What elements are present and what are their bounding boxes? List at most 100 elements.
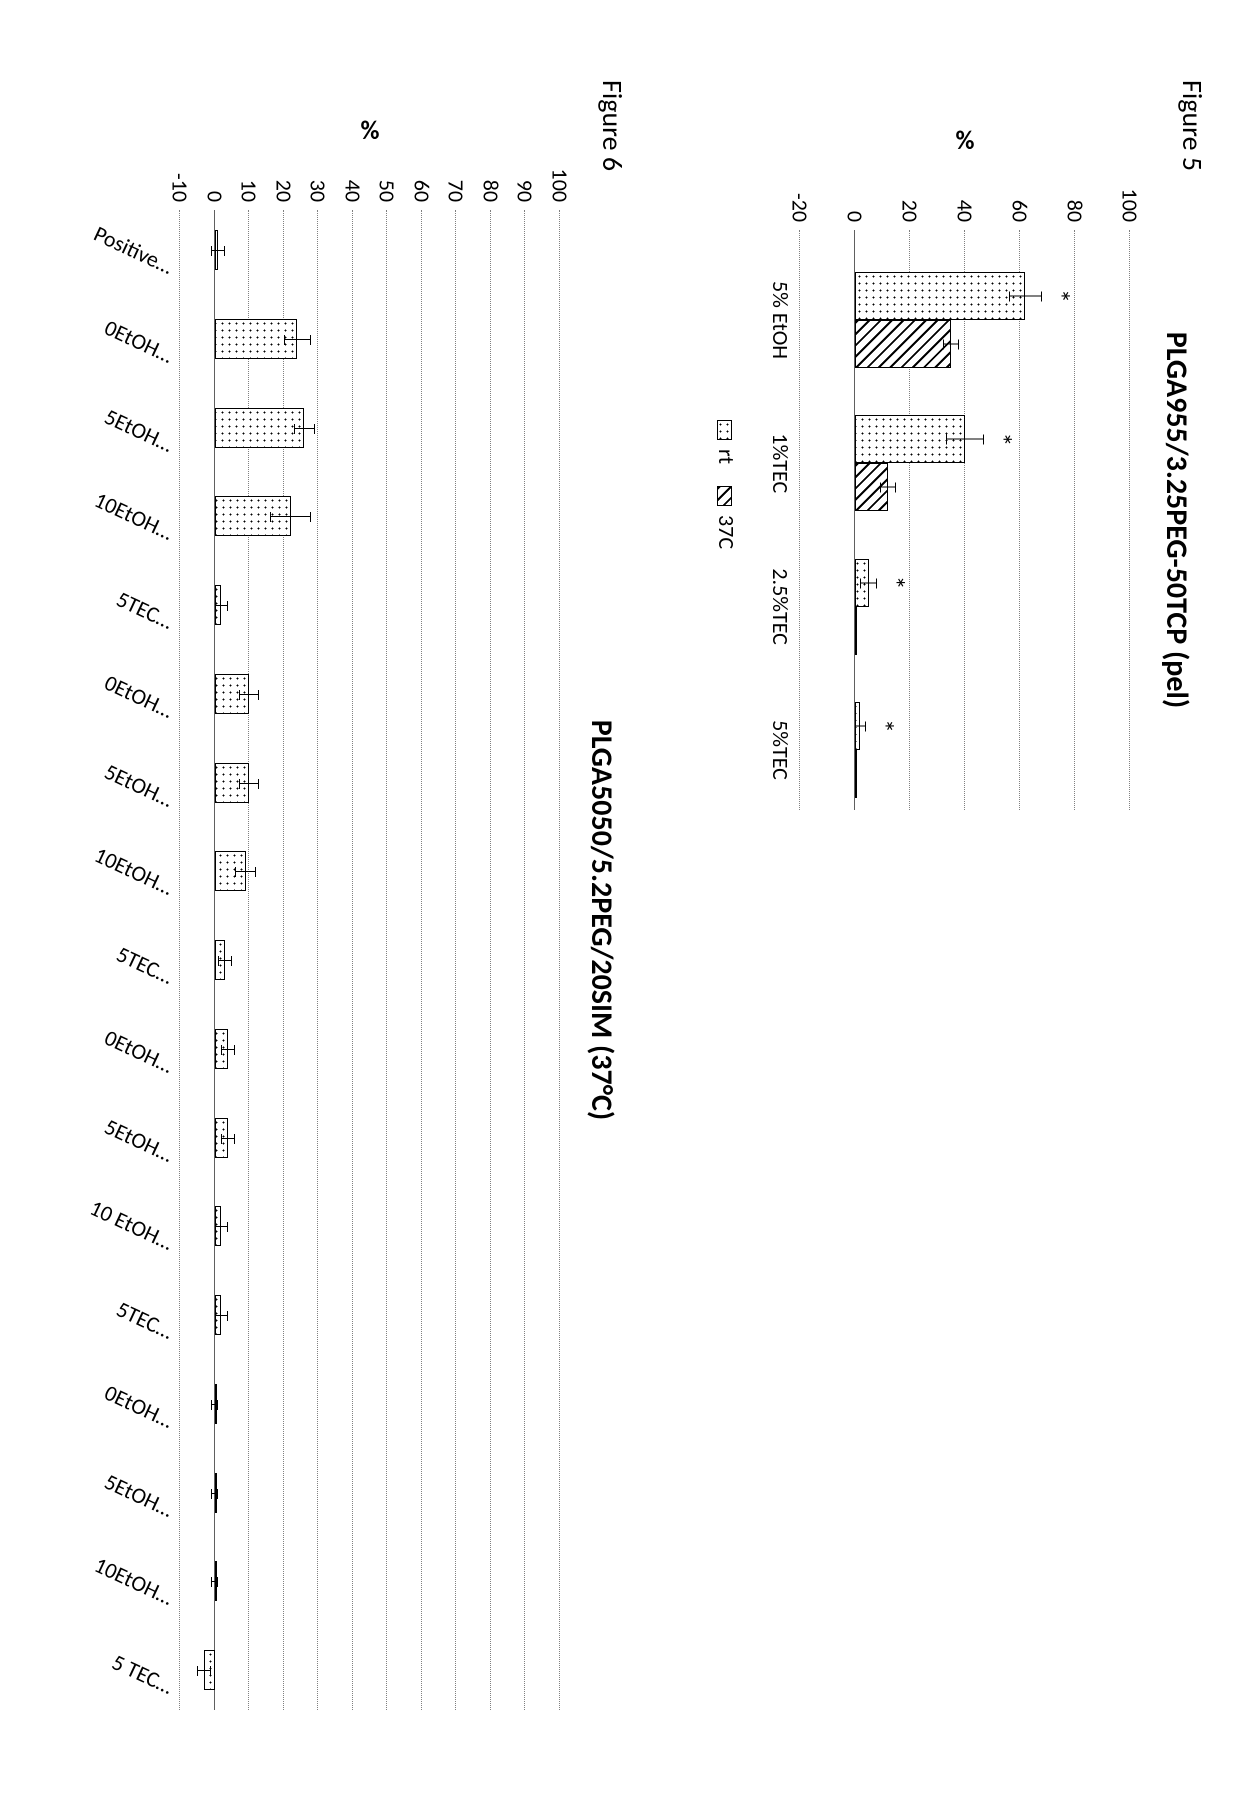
figure-6-category-label: 0EtOH… xyxy=(100,663,180,724)
page-rotated-container: Figure 5 PLGA955/3.25PEG-50TCP (pel) % -… xyxy=(0,0,1240,1794)
figure-6-bar-col: 5EtOH… xyxy=(180,753,560,813)
figure-6-errorbar xyxy=(239,783,260,784)
figure-5-errorbar xyxy=(880,487,897,488)
figure-6-category-label: 5TEC… xyxy=(112,935,180,990)
figure-6-category-label: 10EtOH… xyxy=(90,836,180,901)
figure-6-bar-col: 10EtOH… xyxy=(180,486,560,546)
significance-star: * xyxy=(984,432,1019,446)
figure-6-bar-col: 5 TEC… xyxy=(180,1640,560,1700)
figure-5-legend: rt 37C xyxy=(713,420,740,549)
figure-5-category-label: 2.5%TEC xyxy=(767,568,794,645)
figure-6-ytick: 20 xyxy=(270,152,297,202)
figure-6-category-label: 0EtOH… xyxy=(100,308,180,369)
figure-6-errorbar xyxy=(215,605,229,606)
figure-5-bar-group: *2.5%TEC xyxy=(800,547,1130,667)
figure-5-errorbar xyxy=(1009,296,1042,297)
figure-6-ytick: 70 xyxy=(443,152,470,202)
legend-37c-swatch xyxy=(717,486,732,506)
legend-37c-label: 37C xyxy=(713,515,740,549)
figure-6-category-label: 5TEC… xyxy=(112,1290,180,1345)
figure-6-ytick: 100 xyxy=(547,152,574,202)
figure-5-errorbar xyxy=(946,439,985,440)
figure-6-errorbar xyxy=(221,1138,235,1139)
figure-6-errorbar xyxy=(211,1581,218,1582)
figure-5-ylabel: % xyxy=(956,124,975,156)
figure-6-errorbar xyxy=(270,516,311,517)
figure-6-category-label: 5EtOH… xyxy=(100,397,180,458)
figure-6-bar-col: 5EtOH… xyxy=(180,1108,560,1168)
figure-5-category-label: 5%TEC xyxy=(767,720,794,780)
figure-5-ytick: 60 xyxy=(1007,172,1034,222)
figure-6-ytick: 50 xyxy=(374,152,401,202)
figure-6-bar-col: 5EtOH… xyxy=(180,1463,560,1523)
figure-6-category-label: 5EtOH… xyxy=(100,1107,180,1168)
figure-6-ytick: 30 xyxy=(305,152,332,202)
figure-5-plot: % -20020406080100 *5% EtOH*1%TEC*2.5%TEC… xyxy=(800,230,1130,810)
significance-star: * xyxy=(866,719,901,733)
figure-5-bar-group: *1%TEC xyxy=(800,403,1130,523)
figure-6-bar-col: 5TEC… xyxy=(180,575,560,635)
figure-6-errorbar xyxy=(211,250,225,251)
significance-star: * xyxy=(1042,289,1077,303)
figure-6-errorbar xyxy=(197,1670,211,1671)
figure-5-title: PLGA955/3.25PEG-50TCP (pel) xyxy=(1158,240,1195,800)
figure-6-bar-col: 5TEC… xyxy=(180,930,560,990)
figure-5-errorbar xyxy=(943,344,960,345)
figure-6-errorbar xyxy=(239,694,260,695)
figure-5-bar-37c xyxy=(855,320,951,368)
figure-6: Figure 6 PLGA5050/5.2PEG/20SIM (37°C) % … xyxy=(30,80,630,1720)
figure-6-ytick: 10 xyxy=(236,152,263,202)
legend-rt: rt xyxy=(713,420,740,464)
figure-6-ylabel: % xyxy=(361,114,380,146)
figure-6-category-label: Positive… xyxy=(90,214,180,280)
figure-6-errorbar xyxy=(211,1493,218,1494)
figure-6-errorbar xyxy=(294,428,315,429)
figure-6-category-label: 5EtOH… xyxy=(100,752,180,813)
figure-5-category-label: 5% EtOH xyxy=(767,281,794,359)
significance-star: * xyxy=(877,576,912,590)
figure-6-bar-col: 10EtOH… xyxy=(180,1551,560,1611)
figure-6-bar-col: 10 EtOH… xyxy=(180,1196,560,1256)
figure-6-bar-col: 0EtOH… xyxy=(180,1374,560,1434)
figure-6-bar-col: 0EtOH… xyxy=(180,664,560,724)
figure-6-category-label: 10EtOH… xyxy=(90,481,180,546)
figure-5-bar-37c xyxy=(855,607,857,655)
figure-6-bar-col: 0EtOH… xyxy=(180,1019,560,1079)
figure-5: Figure 5 PLGA955/3.25PEG-50TCP (pel) % -… xyxy=(670,80,1210,870)
figure-6-ytick: 90 xyxy=(512,152,539,202)
figure-6-bars: Positive… 0EtOH… 5EtOH… 10EtOH… 5TEC… 0EtOH… 5… xyxy=(180,210,560,1710)
figure-5-ytick: 80 xyxy=(1062,172,1089,222)
figure-6-category-label: 5EtOH… xyxy=(100,1462,180,1523)
figure-6-errorbar xyxy=(215,1226,229,1227)
figure-5-ytick: -20 xyxy=(787,172,814,222)
figure-5-category-label: 1%TEC xyxy=(767,433,794,493)
figure-6-category-label: 5TEC… xyxy=(112,580,180,635)
figure-5-bar-group: *5%TEC xyxy=(800,690,1130,810)
figure-6-title: PLGA5050/5.2PEG/20SIM (37°C) xyxy=(583,600,620,1240)
figure-5-errorbar xyxy=(855,726,866,727)
figure-6-plot: % -100102030405060708090100 Positive…0Et… xyxy=(180,210,560,1710)
figure-6-errorbar xyxy=(215,1315,229,1316)
figure-6-category-label: 5 TEC… xyxy=(108,1643,180,1700)
figure-6-ytick: 0 xyxy=(201,152,228,202)
figure-6-category-label: 10EtOH… xyxy=(90,1546,180,1611)
figure-5-ytick: 20 xyxy=(897,172,924,222)
figure-5-bar-group: *5% EtOH xyxy=(800,260,1130,380)
figure-6-bar-col: 0EtOH… xyxy=(180,309,560,369)
figure-6-ytick: 40 xyxy=(339,152,366,202)
figure-6-errorbar xyxy=(211,1404,218,1405)
legend-37c: 37C xyxy=(713,486,740,549)
figure-6-category-label: 0EtOH… xyxy=(100,1018,180,1079)
figure-6-errorbar xyxy=(284,339,312,340)
figure-6-bar-col: 10EtOH… xyxy=(180,841,560,901)
figure-6-ytick: 80 xyxy=(477,152,504,202)
figure-5-ytick: 100 xyxy=(1117,172,1144,222)
figure-6-ytick: -10 xyxy=(167,152,194,202)
figure-6-bar-col: Positive… xyxy=(180,220,560,280)
figure-5-ytick: 0 xyxy=(842,172,869,222)
legend-rt-swatch xyxy=(717,420,732,440)
figure-6-bar-col: 5EtOH… xyxy=(180,398,560,458)
figure-5-bars: *5% EtOH *1%TEC *2.5%TEC *5%TEC xyxy=(800,230,1130,810)
figure-6-errorbar xyxy=(218,960,232,961)
figure-6-bar-col: 5TEC… xyxy=(180,1285,560,1345)
